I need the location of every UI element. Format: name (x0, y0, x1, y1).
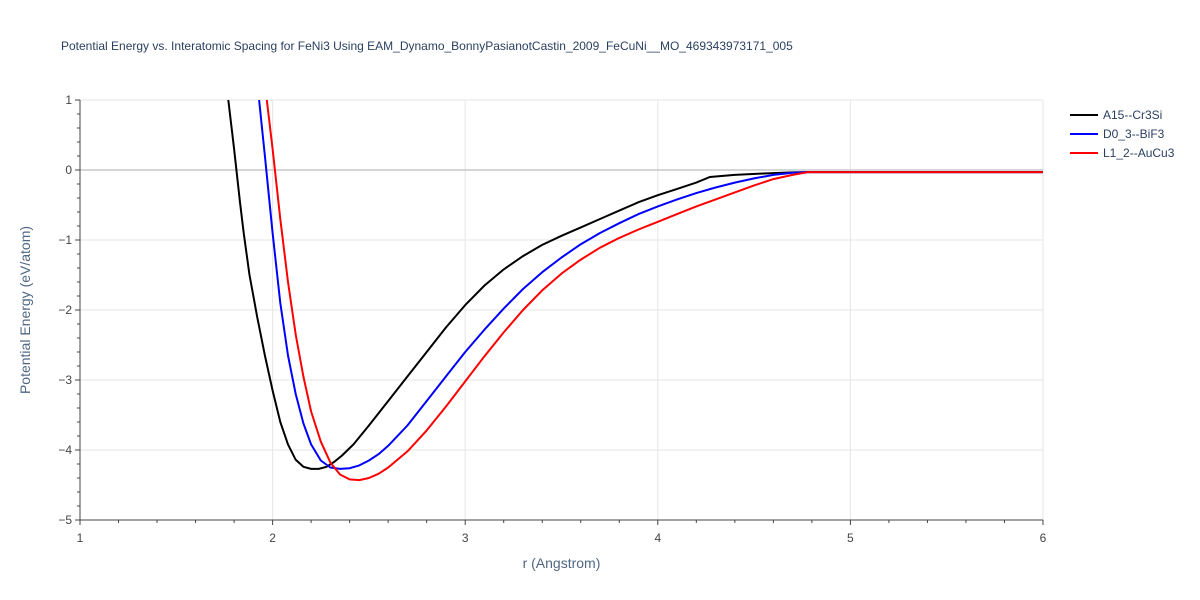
chart-title: Potential Energy vs. Interatomic Spacing… (61, 39, 793, 53)
y-tick-label: 1 (65, 93, 72, 107)
y-tick-label: −5 (58, 513, 72, 527)
x-tick-label: 5 (847, 531, 854, 545)
x-tick-label: 4 (654, 531, 661, 545)
legend-item-1[interactable]: A15--Cr3Si (1070, 108, 1162, 122)
series-line-3[interactable] (265, 100, 1043, 482)
y-axis-title: Potential Energy (eV/atom) (17, 226, 33, 394)
plot-area (227, 100, 1043, 482)
x-axis-title: r (Angstrom) (523, 555, 601, 571)
y-tick-label: −1 (58, 233, 72, 247)
legend-label: L1_2--AuCu3 (1103, 146, 1175, 160)
legend-label: D0_3--BiF3 (1103, 127, 1165, 141)
x-tick-label: 6 (1040, 531, 1047, 545)
axes: 1 2 3 4 5 6 1 0 −1 −2 −3 −4 −5 (58, 93, 1046, 545)
legend[interactable]: A15--Cr3Si D0_3--BiF3 L1_2--AuCu3 (1070, 108, 1175, 160)
y-tick-label: −3 (58, 373, 72, 387)
y-tick-label: −2 (58, 303, 72, 317)
legend-item-2[interactable]: D0_3--BiF3 (1070, 127, 1165, 141)
x-tick-label: 2 (269, 531, 276, 545)
legend-item-3[interactable]: L1_2--AuCu3 (1070, 146, 1175, 160)
series-line-1[interactable] (227, 100, 1043, 470)
y-tick-label: 0 (65, 163, 72, 177)
grid (80, 99, 1044, 520)
x-tick-label: 1 (77, 531, 84, 545)
y-tick-label: −4 (58, 443, 72, 457)
legend-label: A15--Cr3Si (1103, 108, 1162, 122)
x-tick-label: 3 (462, 531, 469, 545)
series-line-2[interactable] (258, 100, 1043, 470)
